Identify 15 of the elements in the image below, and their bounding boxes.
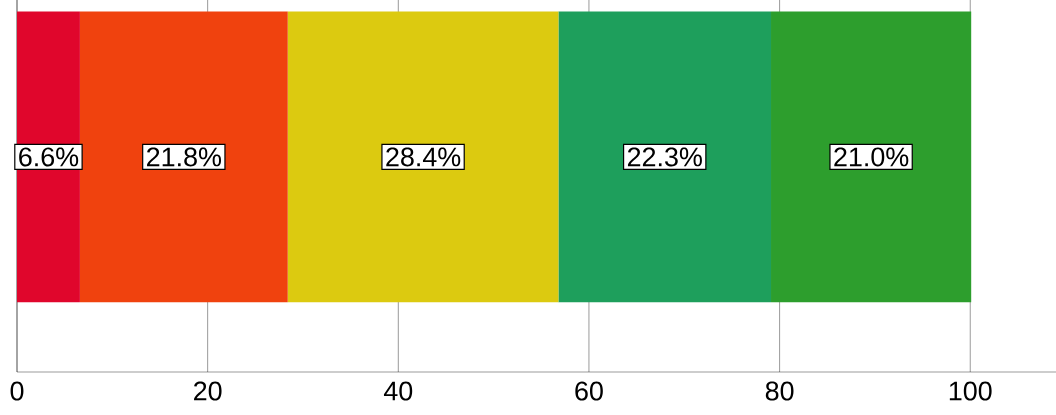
x-tick-label: 80 — [765, 381, 794, 401]
data-label: 21.8% — [147, 147, 221, 167]
x-tick-label: 60 — [575, 381, 603, 401]
x-tick-label: 100 — [949, 381, 992, 401]
data-label: 21.0% — [834, 147, 909, 167]
bar — [287, 11, 559, 303]
x-tick-label: 20 — [194, 381, 222, 401]
x-tick-label: 40 — [383, 381, 413, 401]
data-label: 22.3% — [627, 147, 702, 167]
x-tick-label: 0 — [10, 381, 24, 401]
data-label: 6.6% — [19, 147, 79, 167]
data-label: 28.4% — [386, 147, 461, 167]
bar — [771, 11, 972, 303]
bar — [558, 11, 772, 303]
bar — [79, 11, 288, 303]
